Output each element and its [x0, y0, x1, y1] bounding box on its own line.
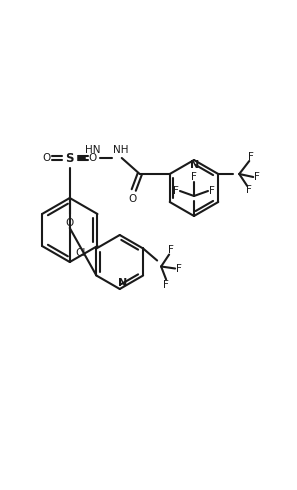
Text: S: S — [66, 151, 74, 165]
Text: F: F — [176, 264, 182, 273]
Text: F: F — [246, 185, 252, 195]
Text: O: O — [129, 194, 137, 204]
Text: NH: NH — [113, 145, 129, 155]
Text: O: O — [89, 153, 97, 163]
Text: F: F — [248, 152, 254, 162]
Text: F: F — [191, 172, 197, 182]
Text: F: F — [254, 172, 260, 182]
Text: O: O — [43, 153, 51, 163]
Text: F: F — [168, 245, 174, 255]
Text: HN: HN — [85, 145, 100, 155]
Text: N: N — [190, 160, 200, 170]
Text: Cl: Cl — [75, 248, 86, 259]
Text: F: F — [209, 186, 215, 196]
Text: F: F — [173, 186, 179, 196]
Text: F: F — [163, 279, 169, 290]
Text: N: N — [118, 278, 127, 288]
Text: O: O — [66, 218, 74, 228]
